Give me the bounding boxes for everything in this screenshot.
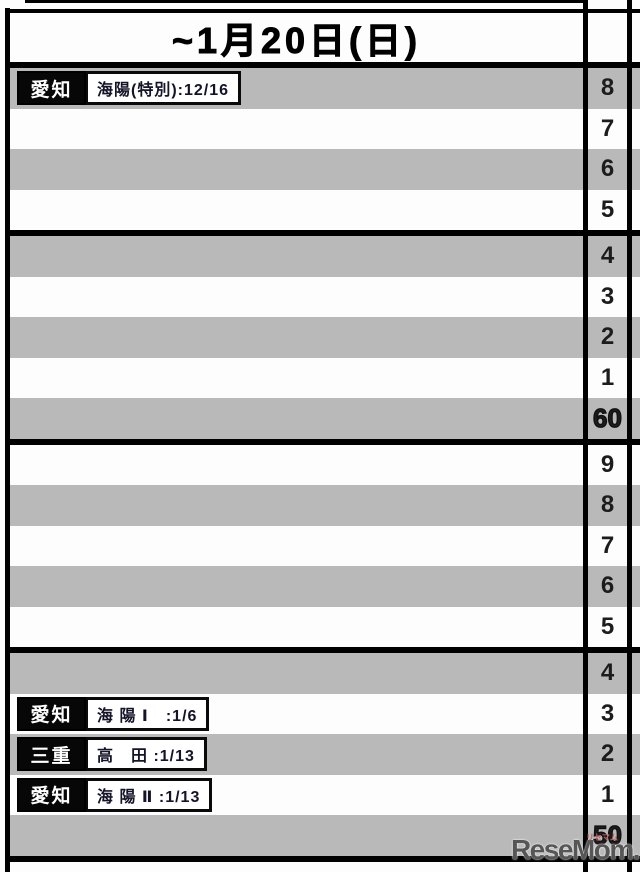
score-value: 1 — [600, 780, 615, 808]
resemom-watermark: ReseMom. — [510, 834, 640, 865]
score-column-left-border — [583, 0, 588, 872]
score-row: 7 — [10, 525, 640, 566]
header-top-border — [5, 9, 640, 13]
prefecture-label: 愛知 — [17, 777, 86, 812]
score-value: 2 — [600, 740, 615, 768]
score-value: 6 — [600, 572, 615, 600]
score-value: 3 — [600, 282, 615, 310]
score-value: 2 — [600, 323, 615, 351]
cropped-row-border — [25, 0, 588, 3]
score-row: 4 — [10, 653, 640, 694]
score-group-border — [5, 438, 640, 445]
score-value: 8 — [600, 74, 615, 102]
school-entry: 愛知海 陽 Ⅱ :1/13 — [17, 777, 213, 812]
score-row: 6 — [10, 566, 640, 607]
school-entry: 愛知 海陽(特別):12/16 — [17, 71, 242, 105]
table-left-border — [5, 8, 10, 872]
school-entry: 愛知海 陽 Ⅰ :1/6 — [17, 696, 210, 731]
score-group-border — [5, 855, 640, 862]
score-value: 5 — [600, 612, 615, 640]
score-row: 愛知海 陽 Ⅰ :1/6 3 — [10, 693, 640, 734]
score-value: 5 — [600, 195, 615, 223]
score-row: 9 — [10, 444, 640, 485]
score-value: 4 — [600, 242, 615, 270]
score-value: 9 — [600, 450, 615, 478]
score-value: 50 — [592, 819, 622, 850]
score-value: 7 — [600, 114, 615, 142]
score-row: 8 — [10, 485, 640, 526]
score-value: 6 — [600, 155, 615, 183]
prefecture-label: 愛知 — [17, 696, 86, 731]
score-column-right-border — [627, 0, 632, 872]
score-row: 1 — [10, 357, 640, 398]
score-row: 愛知海 陽 Ⅱ :1/13 1 — [10, 774, 640, 815]
score-value: 3 — [600, 699, 615, 727]
score-row: 3 — [10, 276, 640, 317]
score-value: 4 — [600, 659, 615, 687]
date-column-header: ~1月20日(日) — [171, 19, 422, 61]
score-row: 50 — [10, 815, 640, 856]
school-entry: 三重高 田 :1/13 — [17, 737, 207, 771]
score-value: 60 — [592, 402, 622, 433]
score-row: 60 — [10, 398, 640, 439]
score-row: 5 — [10, 606, 640, 647]
score-row: 三重高 田 :1/13 2 — [10, 734, 640, 775]
school-label: 海 陽 Ⅱ :1/13 — [86, 777, 213, 812]
school-label: 海陽(特別):12/16 — [86, 71, 242, 105]
score-row: 4 — [10, 236, 640, 277]
score-group-border — [5, 230, 640, 236]
score-grid: 愛知 海陽(特別):12/16 8 7 6 5 4 3 2 1 60 9 8 7 6 5 4 愛知海 陽 Ⅰ :1… — [5, 68, 640, 872]
score-value: 1 — [600, 363, 615, 391]
prefecture-label: 三重 — [17, 737, 86, 771]
score-value: 8 — [600, 491, 615, 519]
score-row: 6 — [10, 149, 640, 190]
school-label: 海 陽 Ⅰ :1/6 — [86, 696, 210, 731]
prefecture-label: 愛知 — [17, 71, 86, 105]
watermark-subtext: リセマム — [586, 833, 618, 842]
score-group-border — [5, 647, 640, 653]
score-row: 7 — [10, 108, 640, 149]
score-row: 2 — [10, 317, 640, 358]
score-row: 愛知 海陽(特別):12/16 8 — [10, 68, 640, 109]
score-value: 7 — [600, 531, 615, 559]
header-bottom-border — [5, 62, 640, 68]
score-row: 5 — [10, 189, 640, 230]
next-section-partial-row — [10, 861, 640, 872]
school-label: 高 田 :1/13 — [86, 737, 207, 771]
